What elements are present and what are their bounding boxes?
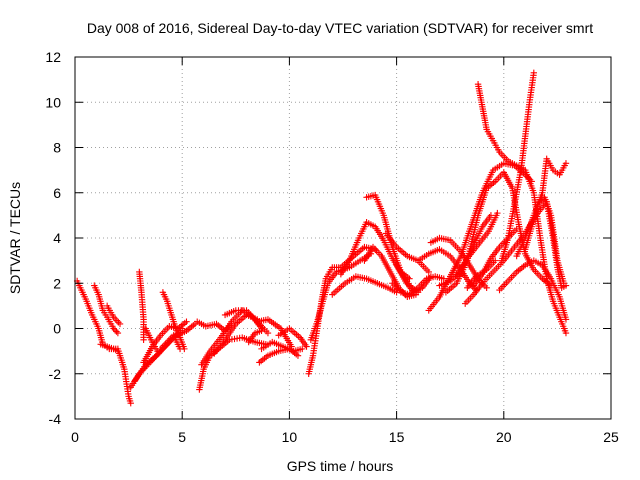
- chart-title: Day 008 of 2016, Sidereal Day-to-day VTE…: [87, 20, 593, 36]
- y-tick-label: -2: [49, 366, 62, 382]
- series-arc-22: [305, 243, 379, 377]
- y-tick-label: 4: [53, 230, 61, 246]
- series-arc-44: [522, 194, 568, 287]
- x-tick-label: 25: [603, 429, 619, 445]
- data-point: [562, 160, 570, 167]
- series-arc-7: [140, 318, 190, 366]
- data-point: [127, 399, 134, 407]
- series-arc-41: [496, 257, 570, 323]
- series-arc-3: [103, 302, 124, 328]
- series-arc-13: [196, 334, 270, 393]
- series-arc-39: [470, 225, 520, 289]
- series-arc-9: [136, 268, 147, 344]
- data-point: [530, 69, 538, 77]
- data-points: [73, 69, 570, 407]
- series-arc-14: [198, 307, 265, 368]
- series-arc-30: [393, 261, 435, 296]
- data-point: [427, 273, 435, 280]
- series-arc-17: [245, 327, 265, 346]
- data-point: [560, 280, 568, 287]
- x-tick-label: 0: [71, 429, 79, 445]
- series-arc-36: [453, 209, 501, 278]
- data-point: [483, 284, 490, 291]
- series-arc-2: [91, 282, 122, 337]
- series-arc-20: [258, 338, 306, 355]
- series-arc-10: [157, 332, 184, 353]
- data-point: [116, 320, 124, 328]
- x-tick-label: 10: [282, 429, 298, 445]
- series-arc-11: [159, 289, 188, 353]
- series-arc-26: [361, 243, 420, 301]
- data-point: [114, 347, 122, 355]
- x-tick-label: 15: [389, 429, 405, 445]
- series-arc-42: [498, 69, 538, 264]
- y-tick-label: 6: [53, 185, 61, 201]
- y-tick-label: 8: [53, 140, 61, 156]
- data-point: [111, 326, 119, 334]
- y-tick-label: 0: [53, 321, 61, 337]
- data-point: [183, 318, 190, 325]
- data-point: [299, 345, 306, 353]
- series-arc-1: [73, 277, 134, 407]
- data-point: [487, 212, 495, 219]
- series-arc-23: [307, 250, 375, 344]
- y-tick-label: 12: [45, 49, 61, 65]
- series-arc-40: [474, 80, 570, 337]
- data-point: [562, 329, 570, 337]
- series-arc-8: [142, 325, 162, 357]
- data-point: [425, 268, 432, 276]
- data-point: [110, 325, 117, 332]
- series-arc-35: [442, 169, 555, 296]
- y-axis-label: SDTVAR / TECUs: [7, 182, 23, 294]
- data-point: [492, 257, 499, 264]
- data-point: [562, 316, 570, 323]
- data-point: [264, 329, 272, 337]
- data-point: [494, 209, 501, 217]
- series-arc-4: [97, 341, 122, 355]
- y-tick-label: -4: [49, 411, 62, 427]
- data-point: [113, 328, 120, 335]
- series-arc-24: [329, 273, 400, 298]
- x-axis-label: GPS time / hours: [287, 458, 394, 474]
- series-arc-21: [275, 325, 310, 350]
- data-point: [114, 329, 122, 337]
- y-tick-label: 10: [45, 94, 61, 110]
- axis-ticks: 0 5 10 15 20 25 -4 -2 0 2 4 6 8 10 12: [45, 49, 619, 445]
- data-point: [258, 327, 265, 334]
- data-point: [140, 336, 147, 344]
- data-point: [155, 350, 162, 357]
- data-point: [181, 345, 188, 353]
- x-tick-label: 5: [178, 429, 186, 445]
- data-point: [513, 225, 520, 233]
- data-point: [294, 352, 302, 359]
- x-tick-label: 20: [496, 429, 512, 445]
- data-point: [303, 343, 310, 350]
- y-tick-label: 2: [53, 275, 61, 291]
